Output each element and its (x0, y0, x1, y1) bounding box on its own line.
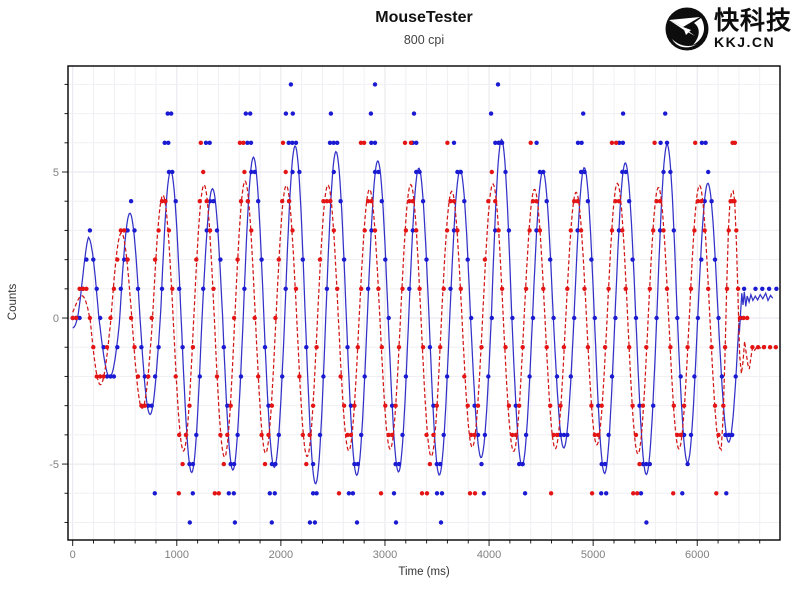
series-red-line (72, 180, 774, 458)
svg-text:4000: 4000 (477, 549, 501, 561)
svg-text:6000: 6000 (685, 549, 709, 561)
svg-text:0: 0 (53, 313, 59, 325)
gridlines (68, 66, 780, 540)
svg-text:2000: 2000 (269, 549, 293, 561)
svg-text:0: 0 (70, 549, 76, 561)
paper-plane-logo-icon (665, 7, 709, 51)
series-red (70, 140, 778, 496)
logo-text: 快科技 KKJ.CN (713, 7, 792, 50)
page-title: MouseTester (375, 9, 473, 26)
logo-domain-text: KKJ.CN (713, 34, 776, 50)
logo-cn-text: 快科技 (713, 7, 792, 35)
plot-border (67, 65, 781, 541)
x-axis-title: Time (ms) (398, 566, 450, 578)
svg-text:5000: 5000 (581, 549, 605, 561)
series-blue-line (72, 138, 774, 485)
series-red-dots (70, 140, 778, 496)
tick-labels: 0 1000 2000 3000 4000 5000 6000 -5 0 5 (49, 167, 709, 561)
series-blue-dots (70, 82, 779, 525)
series-blue (70, 82, 779, 525)
svg-text:5: 5 (53, 167, 59, 179)
svg-text:-5: -5 (49, 459, 59, 471)
axis-ticks (62, 83, 761, 546)
chart-subtitle: 800 cpi (403, 33, 445, 47)
svg-text:1000: 1000 (165, 549, 189, 561)
svg-text:3000: 3000 (373, 549, 397, 561)
kkj-logo: 快科技 KKJ.CN (664, 6, 792, 52)
